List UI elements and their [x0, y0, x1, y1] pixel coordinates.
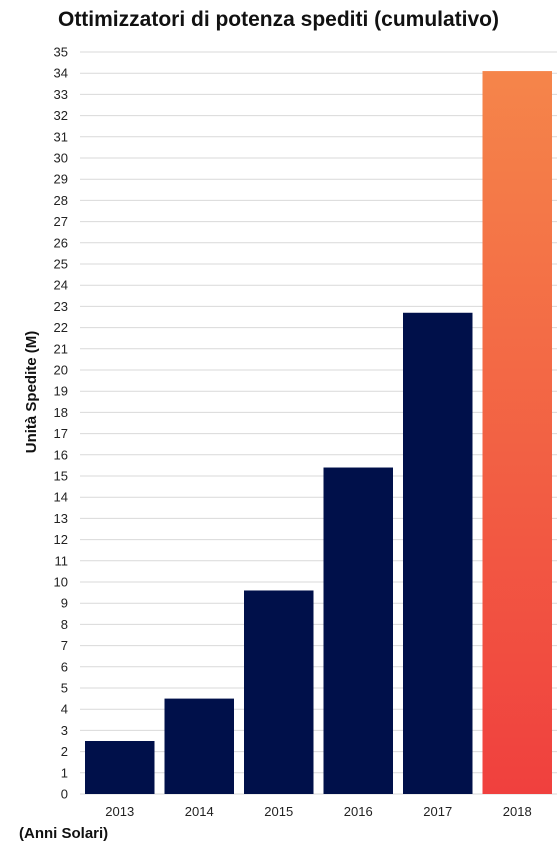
bar-2015	[244, 590, 314, 794]
bars	[85, 71, 552, 794]
bar-2016	[323, 467, 393, 794]
x-tick-label: 2013	[105, 804, 134, 819]
y-tick-label: 21	[54, 341, 68, 356]
x-axis-ticks: 2013 2014 2015 2016 2017 2018	[105, 804, 531, 819]
y-axis-title: Unità Spedite (M)	[23, 331, 40, 454]
x-tick-label: 2015	[264, 804, 293, 819]
bar-2017	[403, 312, 473, 794]
y-tick-label: 0	[61, 787, 68, 802]
y-tick-label: 9	[61, 596, 68, 611]
y-tick-label: 15	[54, 469, 68, 484]
y-tick-label: 14	[54, 490, 68, 505]
y-tick-label: 33	[54, 87, 68, 102]
y-tick-label: 2	[61, 744, 68, 759]
x-axis-title: (Anni Solari)	[19, 825, 108, 842]
y-tick-label: 8	[61, 617, 68, 632]
bar-2014	[164, 698, 234, 794]
y-tick-label: 20	[54, 363, 68, 378]
y-tick-label: 3	[61, 723, 68, 738]
y-tick-label: 16	[54, 447, 68, 462]
y-tick-label: 26	[54, 235, 68, 250]
y-tick-label: 4	[61, 702, 68, 717]
y-tick-label: 28	[54, 193, 68, 208]
y-tick-label: 25	[54, 257, 68, 272]
y-tick-label: 6	[61, 659, 68, 674]
y-tick-label: 13	[54, 511, 68, 526]
x-tick-label: 2018	[503, 804, 532, 819]
bar-2013	[85, 741, 155, 794]
chart-title: Ottimizzatori di potenza spediti (cumula…	[57, 8, 500, 31]
bar-2018	[482, 71, 552, 794]
x-tick-label: 2017	[423, 804, 452, 819]
y-tick-label: 22	[54, 320, 68, 335]
y-tick-label: 19	[54, 384, 68, 399]
y-tick-label: 34	[54, 66, 68, 81]
y-tick-label: 23	[54, 299, 68, 314]
y-tick-label: 7	[61, 638, 68, 653]
x-tick-label: 2016	[344, 804, 373, 819]
gridlines	[80, 51, 557, 795]
y-tick-label: 1	[61, 765, 68, 780]
y-tick-label: 30	[54, 151, 68, 166]
y-axis-ticks: 0123456789101112131415161718192021222324…	[54, 45, 68, 802]
y-tick-label: 31	[54, 129, 68, 144]
y-tick-label: 10	[54, 575, 68, 590]
y-tick-label: 32	[54, 108, 68, 123]
y-tick-label: 27	[54, 214, 68, 229]
y-tick-label: 24	[54, 278, 68, 293]
y-tick-label: 11	[55, 553, 69, 568]
y-tick-label: 18	[54, 405, 68, 420]
y-tick-label: 12	[54, 532, 68, 547]
x-tick-label: 2014	[185, 804, 214, 819]
y-tick-label: 35	[54, 45, 68, 60]
y-tick-label: 5	[61, 681, 68, 696]
y-tick-label: 29	[54, 172, 68, 187]
y-tick-label: 17	[54, 426, 68, 441]
